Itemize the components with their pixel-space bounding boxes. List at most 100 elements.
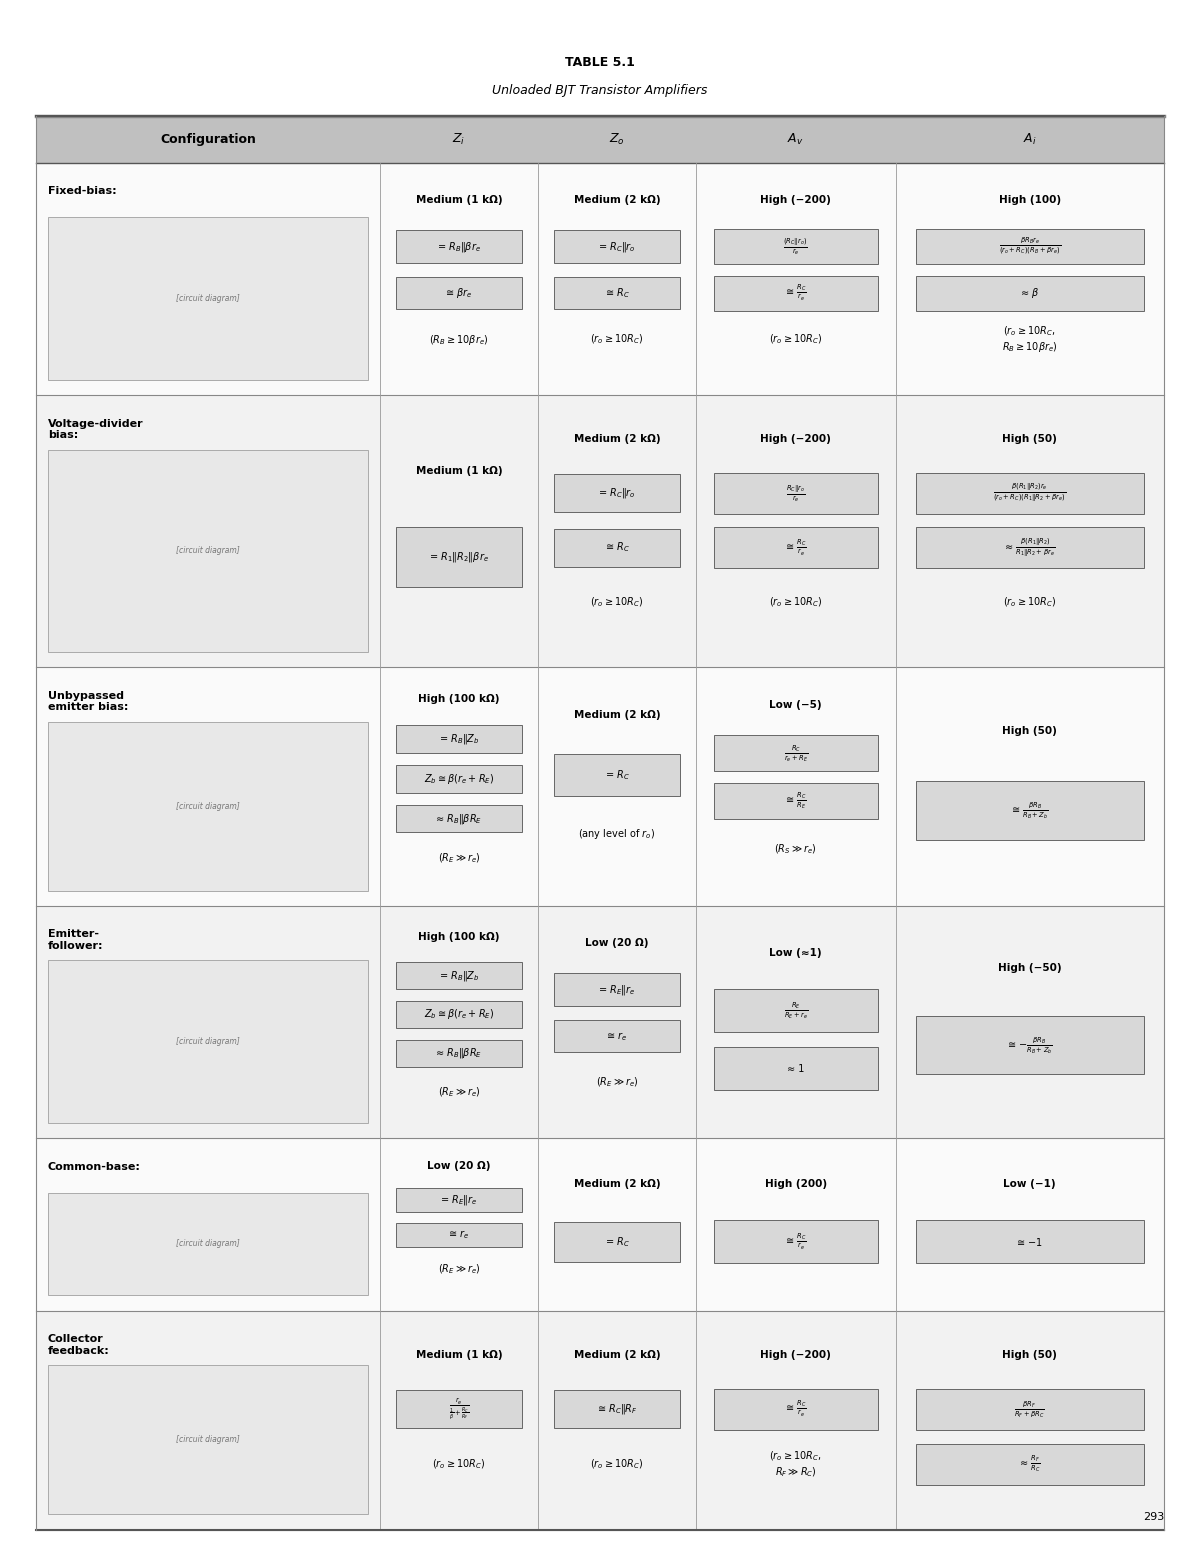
Bar — [553, 974, 680, 1006]
Bar — [916, 230, 1144, 264]
Text: ≈ $\frac{R_F}{R_C}$: ≈ $\frac{R_F}{R_C}$ — [1019, 1454, 1040, 1474]
Text: Medium (2 kΩ): Medium (2 kΩ) — [574, 1179, 660, 1190]
Bar — [714, 526, 877, 568]
Text: Emitter-
follower:: Emitter- follower: — [48, 929, 103, 950]
Text: ≅ $\frac{\beta R_B}{R_B + Z_b}$: ≅ $\frac{\beta R_B}{R_B + Z_b}$ — [1010, 800, 1049, 822]
Bar — [396, 526, 522, 587]
Bar — [48, 722, 368, 890]
Text: Medium (1 kΩ): Medium (1 kΩ) — [415, 196, 503, 205]
Bar — [396, 1000, 522, 1028]
Text: $(R_S \gg r_e)$: $(R_S \gg r_e)$ — [774, 842, 817, 856]
Bar — [714, 230, 877, 264]
Text: $\frac{(R_C\|r_o)}{r_e}$: $\frac{(R_C\|r_o)}{r_e}$ — [784, 236, 808, 258]
Text: (any level of $r_o$): (any level of $r_o$) — [578, 828, 655, 842]
Text: Low (20 Ω): Low (20 Ω) — [427, 1162, 491, 1171]
Bar — [36, 1138, 1164, 1311]
Text: ≅ $\frac{R_C}{r_e}$: ≅ $\frac{R_C}{r_e}$ — [785, 1232, 806, 1252]
Text: $Z_b \cong \beta(r_e + R_E)$: $Z_b \cong \beta(r_e + R_E)$ — [424, 1008, 494, 1022]
Bar — [916, 1443, 1144, 1485]
Text: $(r_o \geq 10R_C,$
$R_B \geq 10\beta r_e)$: $(r_o \geq 10R_C,$ $R_B \geq 10\beta r_e… — [1002, 325, 1057, 354]
Text: ≅ $R_C\|R_F$: ≅ $R_C\|R_F$ — [596, 1402, 637, 1416]
Bar — [48, 1365, 368, 1514]
Text: Configuration: Configuration — [160, 134, 256, 146]
Text: ≅ $r_e$: ≅ $r_e$ — [449, 1228, 469, 1241]
Text: [circuit diagram]: [circuit diagram] — [176, 1037, 240, 1047]
Bar — [48, 1193, 368, 1295]
Text: $Z_o$: $Z_o$ — [610, 132, 625, 148]
Bar — [396, 764, 522, 792]
Text: Low (−1): Low (−1) — [1003, 1179, 1056, 1190]
Bar — [36, 905, 1164, 1138]
Text: ≈ $R_B\|\beta R_E$: ≈ $R_B\|\beta R_E$ — [436, 812, 482, 826]
Text: [circuit diagram]: [circuit diagram] — [176, 547, 240, 554]
Text: = $R_C\|r_o$: = $R_C\|r_o$ — [598, 239, 636, 253]
Text: [circuit diagram]: [circuit diagram] — [176, 801, 240, 811]
Bar — [36, 396, 1164, 668]
Text: Voltage-divider
bias:: Voltage-divider bias: — [48, 419, 144, 439]
Text: = $R_E\|r_e$: = $R_E\|r_e$ — [599, 983, 636, 997]
Text: $(r_o \geq 10R_C)$: $(r_o \geq 10R_C)$ — [769, 595, 822, 609]
Text: $(R_E \gg r_e)$: $(R_E \gg r_e)$ — [438, 1263, 480, 1277]
Text: [circuit diagram]: [circuit diagram] — [176, 1435, 240, 1444]
Text: High (50): High (50) — [1002, 1350, 1057, 1359]
Text: = $R_B\|Z_b$: = $R_B\|Z_b$ — [439, 969, 479, 983]
Text: = $R_C$: = $R_C$ — [605, 767, 629, 781]
Text: $\frac{\beta R_B r_e}{(r_o + R_C)(R_B + \beta r_e)}$: $\frac{\beta R_B r_e}{(r_o + R_C)(R_B + … — [998, 236, 1061, 258]
Bar — [396, 963, 522, 989]
Bar — [916, 1388, 1144, 1430]
Bar — [553, 753, 680, 795]
Bar — [553, 1020, 680, 1053]
Text: $A_v$: $A_v$ — [787, 132, 804, 148]
Text: ≈ $\beta$: ≈ $\beta$ — [1020, 286, 1039, 300]
Bar — [714, 1221, 877, 1263]
Bar — [396, 230, 522, 262]
Text: $(R_E \gg r_e)$: $(R_E \gg r_e)$ — [438, 851, 480, 865]
Bar — [714, 1388, 877, 1430]
Text: High (50): High (50) — [1002, 725, 1057, 736]
Bar — [916, 276, 1144, 311]
Text: Low (≈1): Low (≈1) — [769, 947, 822, 958]
Bar — [396, 1222, 522, 1247]
Text: $(R_B \geq 10\beta r_e)$: $(R_B \geq 10\beta r_e)$ — [430, 332, 488, 346]
Bar — [36, 163, 1164, 396]
Text: High (−200): High (−200) — [761, 1350, 832, 1359]
Text: = $R_C$: = $R_C$ — [605, 1235, 629, 1249]
Text: Medium (1 kΩ): Medium (1 kΩ) — [415, 466, 503, 477]
Bar — [396, 804, 522, 832]
Text: $(r_o \geq 10R_C)$: $(r_o \geq 10R_C)$ — [590, 332, 643, 346]
Text: High (100): High (100) — [998, 196, 1061, 205]
Text: Unloaded BJT Transistor Amplifiers: Unloaded BJT Transistor Amplifiers — [492, 84, 708, 96]
Text: = $R_C\|r_o$: = $R_C\|r_o$ — [598, 486, 636, 500]
Text: ≈ 1: ≈ 1 — [787, 1064, 804, 1073]
Bar — [916, 781, 1144, 840]
Bar — [714, 989, 877, 1033]
Text: High (−50): High (−50) — [998, 963, 1062, 974]
Text: = $R_E\|r_e$: = $R_E\|r_e$ — [440, 1193, 478, 1207]
Bar — [36, 668, 1164, 905]
Text: ≅ $\frac{R_C}{r_e}$: ≅ $\frac{R_C}{r_e}$ — [785, 1399, 806, 1419]
Text: TABLE 5.1: TABLE 5.1 — [565, 56, 635, 68]
Text: $\frac{\beta R_F}{R_F + \beta R_C}$: $\frac{\beta R_F}{R_F + \beta R_C}$ — [1014, 1399, 1045, 1419]
Bar — [48, 450, 368, 652]
Text: Low (20 Ω): Low (20 Ω) — [586, 938, 649, 949]
Text: $(r_o \geq 10R_C)$: $(r_o \geq 10R_C)$ — [1003, 595, 1056, 609]
Bar — [553, 474, 680, 512]
Bar — [714, 735, 877, 772]
Text: = $R_B\|\beta r_e$: = $R_B\|\beta r_e$ — [437, 239, 481, 253]
Text: $\frac{R_C\|r_o}{r_e}$: $\frac{R_C\|r_o}{r_e}$ — [786, 483, 805, 503]
Text: Common-base:: Common-base: — [48, 1162, 140, 1171]
Text: $A_i$: $A_i$ — [1022, 132, 1037, 148]
Bar — [714, 1047, 877, 1090]
Bar — [553, 1222, 680, 1263]
Bar — [553, 528, 680, 567]
Text: $(r_o \geq 10R_C,$
$R_F \gg R_C)$: $(r_o \geq 10R_C,$ $R_F \gg R_C)$ — [769, 1449, 822, 1478]
Text: Medium (2 kΩ): Medium (2 kΩ) — [574, 433, 660, 444]
Bar — [553, 276, 680, 309]
Text: ≅ $\frac{R_C}{R_E}$: ≅ $\frac{R_C}{R_E}$ — [785, 790, 806, 811]
Bar — [714, 276, 877, 311]
Text: $\frac{r_e}{\frac{1}{\beta} + \frac{R_C}{R_F}}$: $\frac{r_e}{\frac{1}{\beta} + \frac{R_C}… — [449, 1396, 469, 1423]
Text: ≅ $\beta r_e$: ≅ $\beta r_e$ — [445, 286, 473, 300]
Text: Medium (2 kΩ): Medium (2 kΩ) — [574, 196, 660, 205]
Bar — [36, 1311, 1164, 1530]
Bar — [916, 1221, 1144, 1263]
